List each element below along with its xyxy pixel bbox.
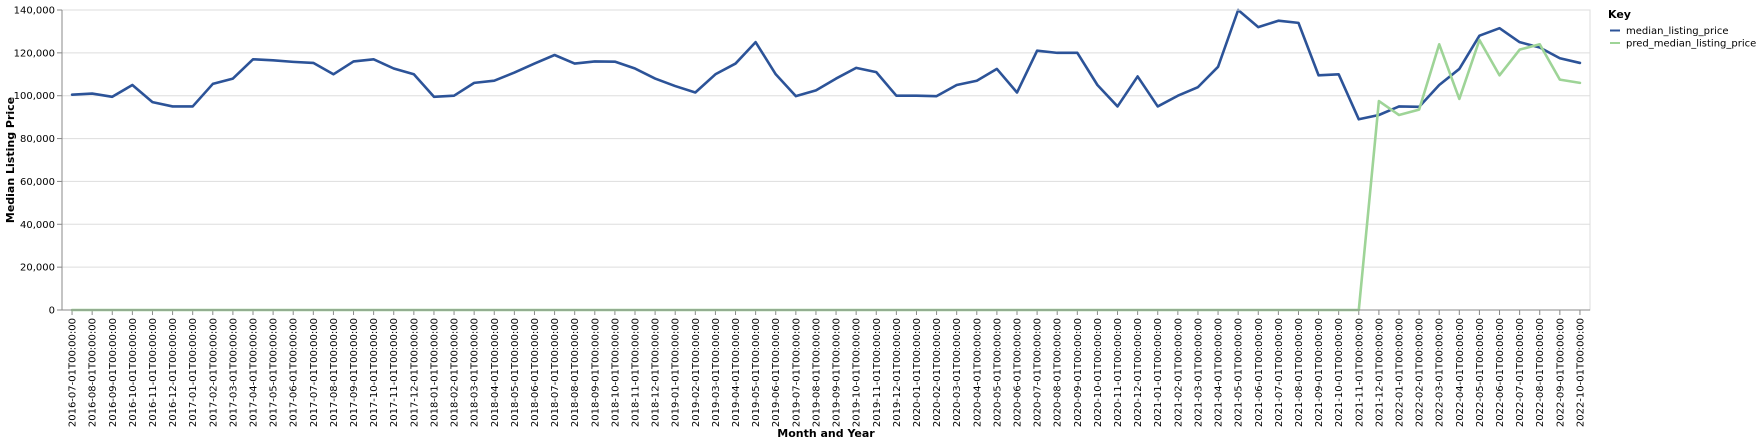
- x-tick-label: 2019-04-01T00:00:00: [731, 318, 742, 427]
- grid-lines: [62, 9, 1590, 311]
- x-tick-label: 2022-06-01T00:00:00: [1495, 318, 1506, 427]
- x-tick-label: 2022-02-01T00:00:00: [1415, 318, 1426, 427]
- x-tick-label: 2017-05-01T00:00:00: [269, 318, 280, 427]
- x-tick-label: 2016-10-01T00:00:00: [128, 318, 139, 427]
- x-tick-label: 2018-05-01T00:00:00: [510, 318, 521, 427]
- x-tick-label: 2019-11-01T00:00:00: [872, 318, 883, 427]
- x-tick-label: 2017-10-01T00:00:00: [369, 318, 380, 427]
- y-tick-label: 80,000: [20, 134, 55, 145]
- legend-title: Key: [1608, 8, 1631, 21]
- x-tick-label: 2017-12-01T00:00:00: [409, 318, 420, 427]
- x-tick-label: 2017-09-01T00:00:00: [349, 318, 360, 427]
- x-tick-label: 2021-01-01T00:00:00: [1153, 318, 1164, 427]
- x-tick-label: 2022-01-01T00:00:00: [1395, 318, 1406, 427]
- y-tick-label: 140,000: [14, 6, 55, 17]
- x-tick-label: 2020-06-01T00:00:00: [1013, 318, 1024, 427]
- x-tick-label: 2021-09-01T00:00:00: [1314, 318, 1325, 427]
- x-tick-label: 2016-12-01T00:00:00: [168, 318, 179, 427]
- x-tick-label: 2019-09-01T00:00:00: [832, 318, 843, 427]
- x-tick-label: 2018-06-01T00:00:00: [530, 318, 541, 427]
- x-tick-label: 2018-12-01T00:00:00: [651, 318, 662, 427]
- x-tick-label: 2019-08-01T00:00:00: [811, 318, 822, 427]
- x-tick-label: 2019-03-01T00:00:00: [711, 318, 722, 427]
- legend-label: median_listing_price: [1626, 26, 1729, 37]
- x-tick-label: 2022-10-01T00:00:00: [1575, 318, 1586, 427]
- x-tick-label: 2021-08-01T00:00:00: [1294, 318, 1305, 427]
- y-tick-label: 100,000: [14, 91, 55, 102]
- x-tick-label: 2022-05-01T00:00:00: [1475, 318, 1486, 427]
- x-tick-label: 2021-12-01T00:00:00: [1374, 318, 1385, 427]
- x-tick-label: 2019-05-01T00:00:00: [751, 318, 762, 427]
- x-tick-label: 2021-11-01T00:00:00: [1354, 318, 1365, 427]
- x-tick-label: 2017-07-01T00:00:00: [309, 318, 320, 427]
- x-tick-label: 2020-01-01T00:00:00: [912, 318, 923, 427]
- x-tick-label: 2016-07-01T00:00:00: [68, 318, 79, 427]
- x-tick-label: 2018-11-01T00:00:00: [631, 318, 642, 427]
- x-tick-label: 2017-11-01T00:00:00: [389, 318, 400, 427]
- x-tick-label: 2021-07-01T00:00:00: [1274, 318, 1285, 427]
- plot-frame: [61, 9, 1591, 311]
- x-tick-label: 2020-10-01T00:00:00: [1093, 318, 1104, 427]
- x-tick-label: 2019-01-01T00:00:00: [671, 318, 682, 427]
- x-tick-label: 2020-09-01T00:00:00: [1073, 318, 1084, 427]
- y-axis-title: Median Listing Price: [4, 97, 17, 223]
- x-tick-label: 2017-08-01T00:00:00: [329, 318, 340, 427]
- x-tick-label: 2018-02-01T00:00:00: [450, 318, 461, 427]
- x-tick-label: 2021-10-01T00:00:00: [1334, 318, 1345, 427]
- series-line-pred_median_listing_price: [70, 38, 1582, 312]
- legend: Key median_listing_price pred_median_list…: [1608, 8, 1756, 50]
- x-tick-label: 2022-07-01T00:00:00: [1515, 318, 1526, 427]
- x-tick-label: 2019-07-01T00:00:00: [791, 318, 802, 427]
- x-tick-label: 2017-04-01T00:00:00: [249, 318, 260, 427]
- legend-label: pred_median_listing_price: [1626, 39, 1756, 50]
- x-tick-label: 2018-04-01T00:00:00: [490, 318, 501, 427]
- y-axis-ticks: 0 20,000 40,000 60,000 80,000 100,000 120,000 1…: [14, 6, 62, 317]
- x-tick-label: 2020-02-01T00:00:00: [932, 318, 943, 427]
- x-tick-label: 2022-03-01T00:00:00: [1435, 318, 1446, 427]
- x-tick-label: 2021-05-01T00:00:00: [1234, 318, 1245, 427]
- x-tick-label: 2020-11-01T00:00:00: [1113, 318, 1124, 427]
- y-tick-label: 120,000: [14, 48, 55, 59]
- x-tick-label: 2018-08-01T00:00:00: [570, 318, 581, 427]
- x-tick-label: 2020-12-01T00:00:00: [1133, 318, 1144, 427]
- x-tick-label: 2018-03-01T00:00:00: [470, 318, 481, 427]
- x-tick-label: 2020-08-01T00:00:00: [1053, 318, 1064, 427]
- x-tick-label: 2018-10-01T00:00:00: [610, 318, 621, 427]
- x-tick-label: 2019-06-01T00:00:00: [771, 318, 782, 427]
- y-tick-label: 0: [49, 306, 55, 317]
- x-tick-label: 2016-08-01T00:00:00: [88, 318, 99, 427]
- x-tick-label: 2017-03-01T00:00:00: [228, 318, 239, 427]
- x-tick-label: 2018-07-01T00:00:00: [550, 318, 561, 427]
- y-tick-label: 60,000: [20, 177, 55, 188]
- x-axis-title: Month and Year: [777, 427, 875, 440]
- x-tick-label: 2017-02-01T00:00:00: [208, 318, 219, 427]
- x-tick-label: 2019-02-01T00:00:00: [691, 318, 702, 427]
- x-tick-label: 2018-09-01T00:00:00: [590, 318, 601, 427]
- x-tick-label: 2022-08-01T00:00:00: [1535, 318, 1546, 427]
- x-tick-label: 2020-03-01T00:00:00: [952, 318, 963, 427]
- x-tick-label: 2017-01-01T00:00:00: [188, 318, 199, 427]
- x-tick-label: 2021-02-01T00:00:00: [1173, 318, 1184, 427]
- x-tick-label: 2021-06-01T00:00:00: [1254, 318, 1265, 427]
- x-tick-label: 2022-09-01T00:00:00: [1555, 318, 1566, 427]
- x-tick-label: 2020-04-01T00:00:00: [972, 318, 983, 427]
- x-tick-label: 2018-01-01T00:00:00: [429, 318, 440, 427]
- y-tick-label: 20,000: [20, 263, 55, 274]
- x-axis-ticks: 2016-07-01T00:00:00 2016-08-01T00:00:00 20…: [68, 310, 1586, 427]
- x-tick-label: 2019-12-01T00:00:00: [892, 318, 903, 427]
- x-tick-label: 2022-04-01T00:00:00: [1455, 318, 1466, 427]
- x-tick-label: 2021-03-01T00:00:00: [1193, 318, 1204, 427]
- x-tick-label: 2019-10-01T00:00:00: [852, 318, 863, 427]
- x-tick-label: 2016-09-01T00:00:00: [108, 318, 119, 427]
- x-tick-label: 2021-04-01T00:00:00: [1214, 318, 1225, 427]
- series-lines: [70, 8, 1582, 312]
- series-line-median_listing_price: [70, 8, 1582, 121]
- x-tick-label: 2016-11-01T00:00:00: [148, 318, 159, 427]
- y-tick-label: 40,000: [20, 220, 55, 231]
- x-tick-label: 2020-05-01T00:00:00: [992, 318, 1003, 427]
- x-tick-label: 2020-07-01T00:00:00: [1033, 318, 1044, 427]
- x-tick-label: 2017-06-01T00:00:00: [289, 318, 300, 427]
- legend-items: median_listing_price pred_median_listing_…: [1610, 26, 1756, 50]
